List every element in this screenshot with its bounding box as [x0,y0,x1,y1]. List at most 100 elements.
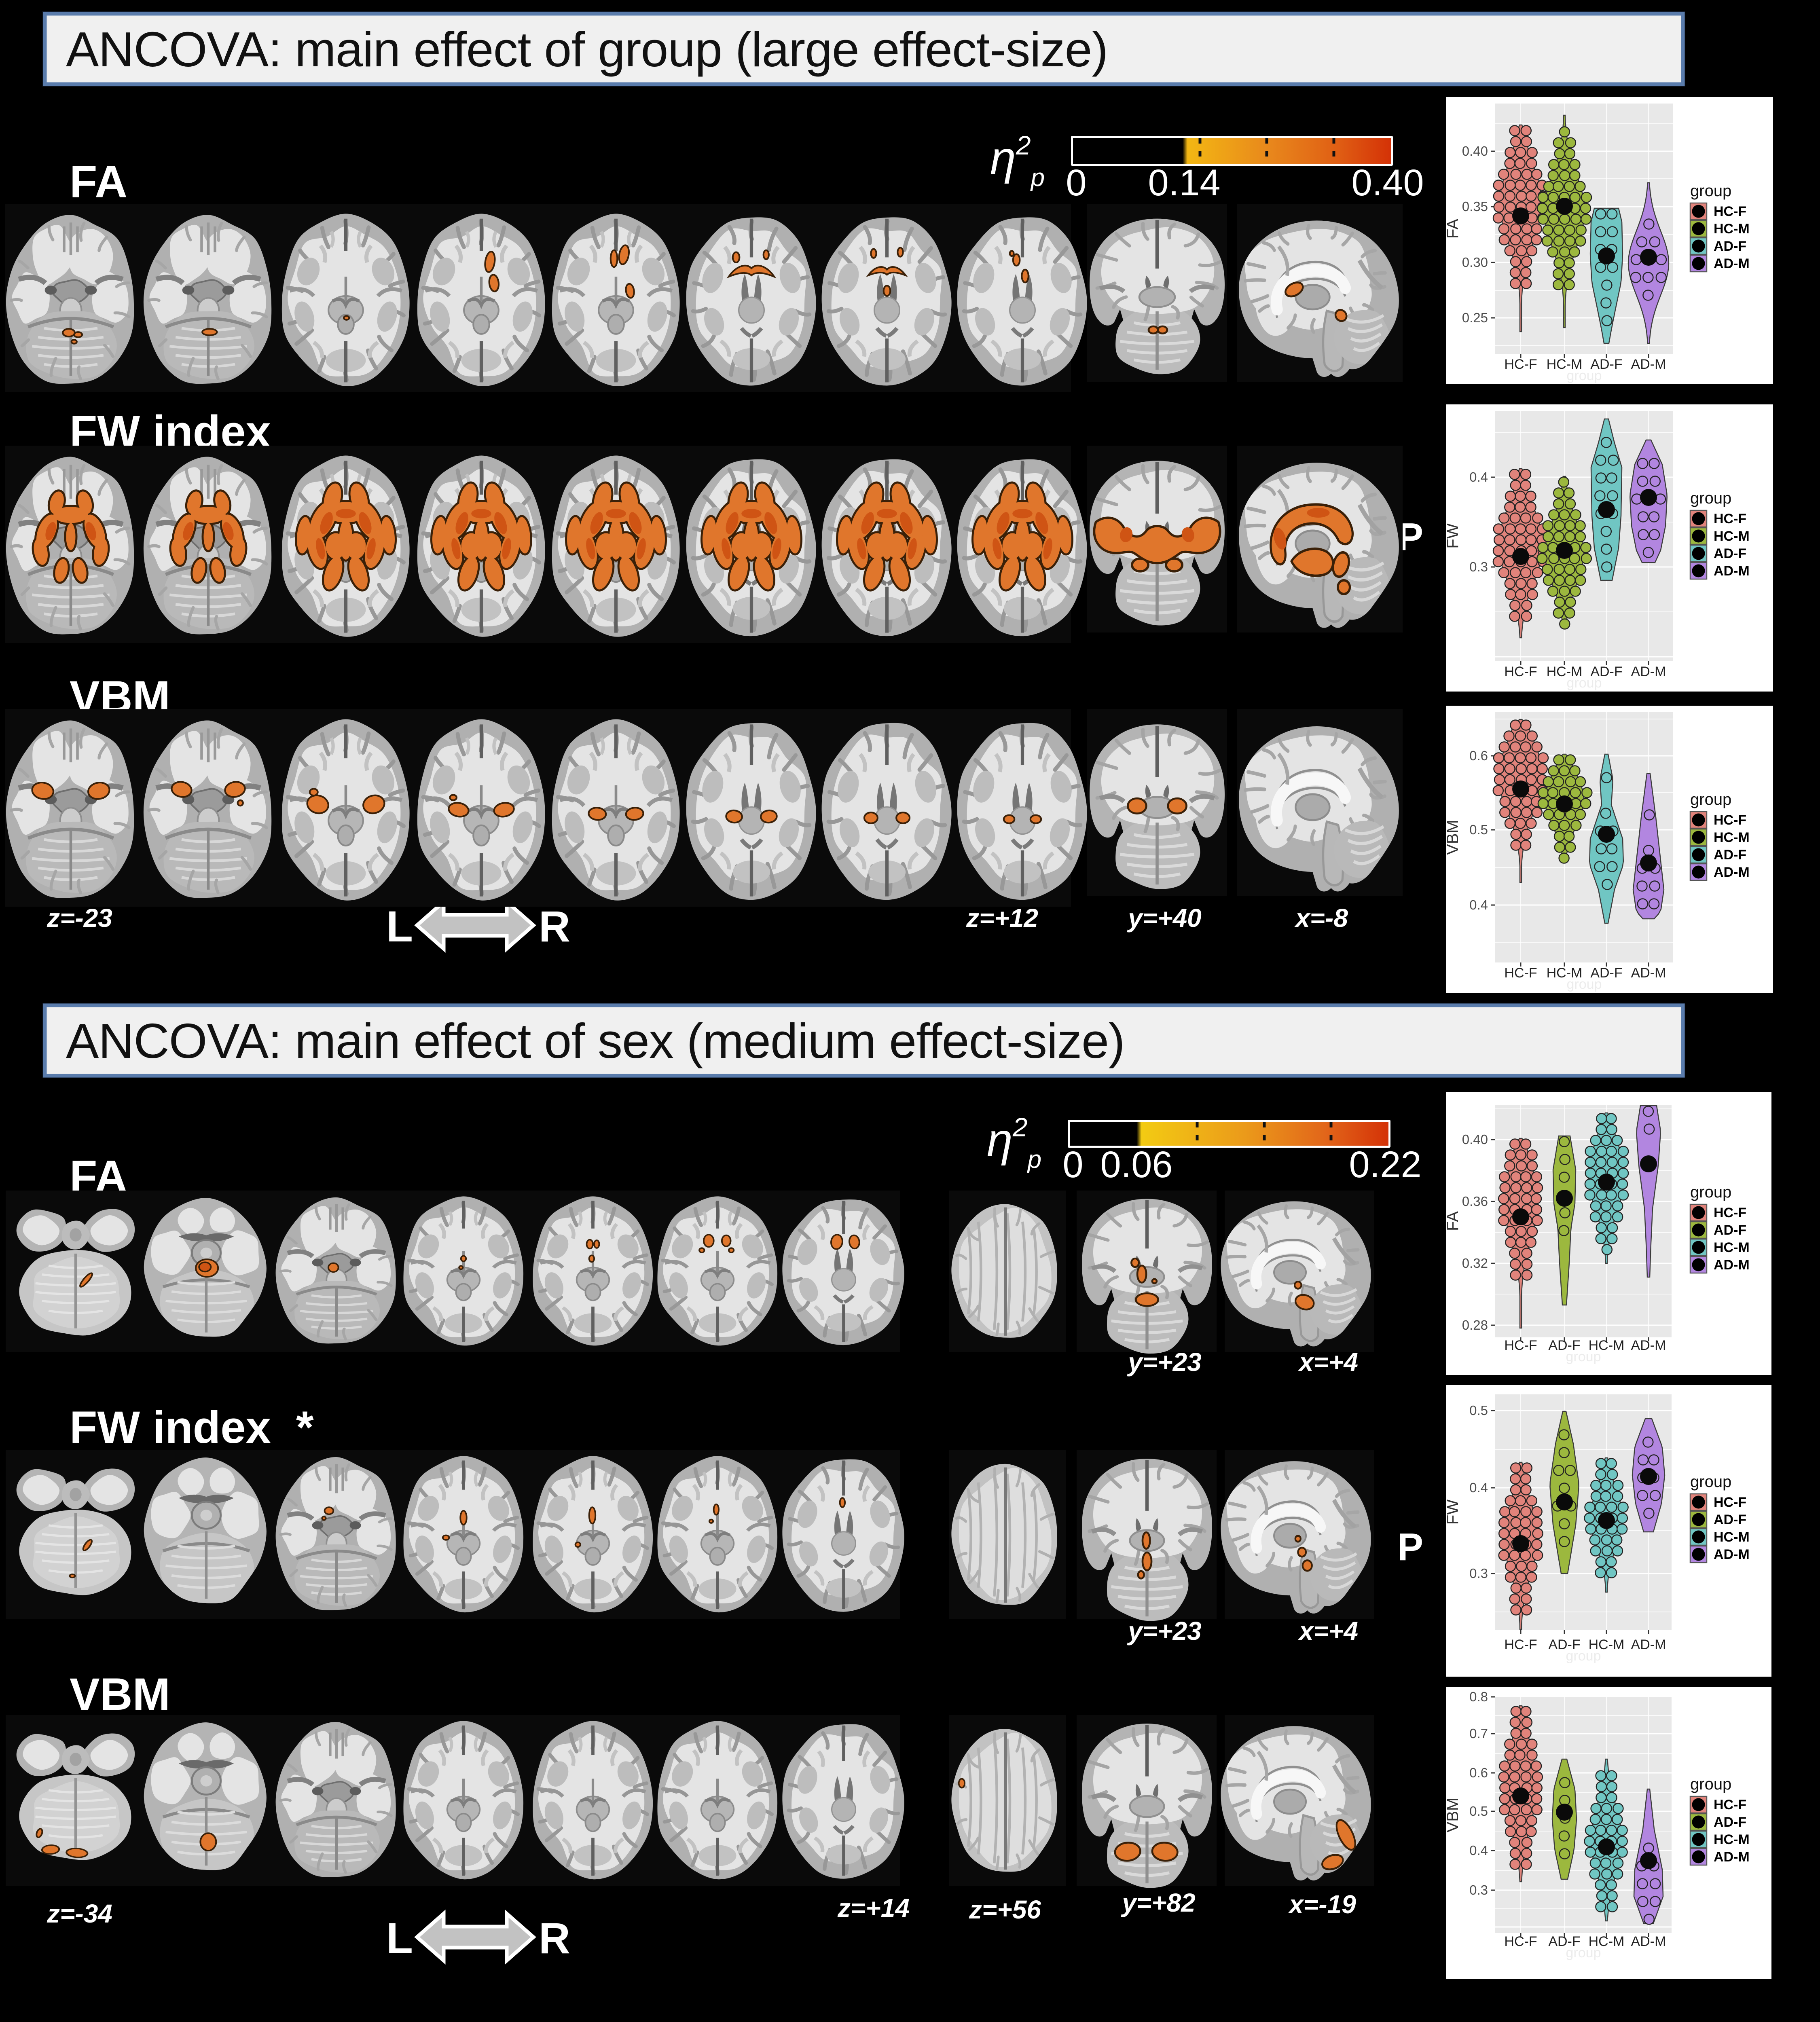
svg-text:VBM: VBM [1444,820,1462,855]
svg-text:HC-F: HC-F [1504,357,1537,372]
svg-text:HC-M: HC-M [1714,221,1750,237]
svg-text:HC-M: HC-M [1714,830,1750,845]
svg-text:HC-F: HC-F [1504,664,1537,679]
svg-text:FW index *: FW index * [70,1402,314,1453]
svg-text:AD-F: AD-F [1714,847,1746,863]
svg-text:P: P [1397,1525,1423,1569]
svg-text:FA: FA [1444,219,1462,239]
svg-text:0.25: 0.25 [1462,310,1488,325]
svg-text:group: group [1690,791,1731,808]
svg-text:0.4: 0.4 [1469,897,1488,912]
svg-text:0.40: 0.40 [1351,162,1424,203]
svg-text:L: L [386,902,413,951]
svg-text:AD-F: AD-F [1714,1512,1746,1527]
svg-text:group: group [1690,182,1731,200]
svg-text:0.8: 0.8 [1469,1689,1488,1704]
svg-text:AD-F: AD-F [1590,357,1622,372]
svg-text:ANCOVA: main effect of sex (me: ANCOVA: main effect of sex (medium effec… [66,1013,1125,1068]
svg-text:HC-M: HC-M [1714,529,1750,544]
svg-text:AD-M: AD-M [1714,1849,1750,1865]
svg-text:AD-M: AD-M [1714,563,1750,579]
svg-text:z=+14: z=+14 [837,1893,910,1923]
svg-text:FW: FW [1444,523,1462,548]
svg-text:HC-F: HC-F [1714,1495,1746,1510]
svg-text:HC-F: HC-F [1504,965,1537,981]
svg-text:x=+4: x=+4 [1298,1616,1358,1646]
svg-text:AD-F: AD-F [1548,1934,1580,1949]
svg-text:0: 0 [1062,1144,1083,1185]
svg-text:0.35: 0.35 [1462,199,1488,214]
svg-text:group: group [1566,1349,1601,1364]
svg-text:0.14: 0.14 [1148,162,1220,203]
svg-text:HC-F: HC-F [1504,1637,1537,1652]
svg-text:group: group [1567,675,1602,691]
svg-text:AD-F: AD-F [1714,546,1746,561]
svg-text:FA: FA [1444,1211,1462,1231]
svg-text:0: 0 [1066,162,1086,203]
svg-text:0.4: 0.4 [1469,1480,1488,1495]
svg-text:0.7: 0.7 [1469,1726,1488,1741]
svg-text:0.5: 0.5 [1469,1804,1488,1819]
svg-text:0.32: 0.32 [1462,1256,1488,1271]
svg-text:z=+56: z=+56 [969,1895,1041,1924]
svg-text:x=-8: x=-8 [1294,903,1348,933]
svg-text:group: group [1690,1473,1731,1491]
svg-text:AD-M: AD-M [1631,1934,1666,1949]
svg-text:AD-M: AD-M [1714,1547,1750,1562]
svg-text:x=-19: x=-19 [1288,1890,1356,1919]
svg-text:y=+23: y=+23 [1127,1616,1202,1646]
svg-text:HC-F: HC-F [1714,1797,1746,1813]
svg-text:AD-M: AD-M [1631,664,1666,679]
svg-text:HC-F: HC-F [1504,1934,1537,1949]
svg-text:AD-F: AD-F [1548,1338,1580,1353]
svg-text:AD-M: AD-M [1714,256,1750,271]
svg-text:HC-M: HC-M [1547,664,1583,679]
svg-text:AD-F: AD-F [1590,965,1622,981]
svg-text:AD-F: AD-F [1590,664,1622,679]
svg-text:0.6: 0.6 [1469,748,1488,763]
svg-text:AD-F: AD-F [1548,1637,1580,1652]
svg-text:0.4: 0.4 [1469,470,1488,484]
svg-text:AD-M: AD-M [1631,357,1666,372]
svg-text:HC-M: HC-M [1547,965,1583,981]
svg-text:0.3: 0.3 [1469,559,1488,574]
svg-text:0.3: 0.3 [1469,1882,1488,1897]
svg-text:0.6: 0.6 [1469,1765,1488,1780]
svg-text:R: R [539,1914,570,1963]
svg-text:AD-M: AD-M [1714,1257,1750,1273]
svg-text:0.4: 0.4 [1469,1843,1488,1858]
svg-text:R: R [539,902,570,951]
svg-text:group: group [1690,1775,1731,1793]
svg-text:z=-34: z=-34 [47,1899,112,1928]
svg-text:HC-F: HC-F [1714,812,1746,828]
svg-text:HC-M: HC-M [1589,1338,1625,1353]
svg-text:0.5: 0.5 [1469,822,1488,837]
svg-text:0.5: 0.5 [1469,1403,1488,1418]
svg-text:z=-23: z=-23 [47,903,112,933]
svg-text:HC-F: HC-F [1714,204,1746,219]
svg-text:0.06: 0.06 [1100,1144,1172,1185]
svg-text:0.40: 0.40 [1462,1132,1488,1147]
svg-text:AD-M: AD-M [1631,1338,1666,1353]
svg-text:group: group [1690,489,1731,507]
svg-text:L: L [386,1914,413,1963]
svg-text:0.36: 0.36 [1462,1194,1488,1209]
svg-text:FW: FW [1444,1500,1462,1525]
svg-text:HC-M: HC-M [1589,1637,1625,1652]
svg-text:AD-M: AD-M [1631,1637,1666,1652]
svg-text:AD-M: AD-M [1631,965,1666,981]
svg-text:0.28: 0.28 [1462,1318,1488,1332]
svg-text:AD-F: AD-F [1714,1815,1746,1830]
svg-text:ANCOVA: main effect of group (: ANCOVA: main effect of group (large effe… [66,22,1108,77]
svg-text:FA: FA [70,157,127,207]
svg-text:HC-F: HC-F [1504,1338,1537,1353]
svg-text:AD-F: AD-F [1714,239,1746,254]
svg-text:group: group [1567,368,1602,383]
svg-text:HC-M: HC-M [1714,1832,1750,1847]
svg-text:AD-M: AD-M [1714,865,1750,880]
svg-text:VBM: VBM [70,1669,170,1720]
svg-text:HC-F: HC-F [1714,1205,1746,1220]
svg-text:VBM: VBM [1444,1798,1462,1833]
svg-text:z=+12: z=+12 [966,903,1038,933]
svg-text:0.40: 0.40 [1462,144,1488,159]
